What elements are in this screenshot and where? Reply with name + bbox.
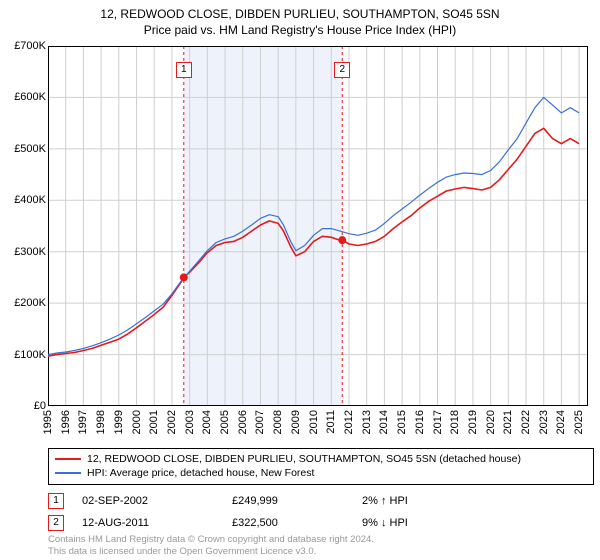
y-tick-label: £600K	[0, 91, 46, 103]
x-tick-label: 2023	[538, 410, 550, 434]
legend-item: 12, REDWOOD CLOSE, DIBDEN PURLIEU, SOUTH…	[55, 452, 587, 466]
x-tick-label: 2004	[201, 410, 213, 434]
x-tick-label: 2010	[308, 410, 320, 434]
sale-date: 02-SEP-2002	[82, 495, 232, 507]
y-tick-label: £400K	[0, 194, 46, 206]
x-tick-label: 2002	[166, 410, 178, 434]
footer: Contains HM Land Registry data © Crown c…	[48, 534, 374, 558]
x-tick-label: 2005	[219, 410, 231, 434]
x-tick-label: 1996	[60, 410, 72, 434]
sale-marker-icon: 1	[48, 493, 64, 509]
sales-table: 1 02-SEP-2002 £249,999 2% ↑ HPI 2 12-AUG…	[48, 490, 588, 534]
x-tick-label: 2006	[237, 410, 249, 434]
x-tick-label: 2020	[485, 410, 497, 434]
sale-price: £249,999	[232, 495, 362, 507]
legend: 12, REDWOOD CLOSE, DIBDEN PURLIEU, SOUTH…	[48, 448, 594, 485]
x-tick-label: 2001	[148, 410, 160, 434]
legend-swatch	[55, 472, 81, 474]
x-tick-label: 2015	[396, 410, 408, 434]
x-tick-label: 2008	[272, 410, 284, 434]
x-tick-label: 2021	[502, 410, 514, 434]
y-tick-label: £200K	[0, 297, 46, 309]
footer-line-2: This data is licensed under the Open Gov…	[48, 546, 374, 558]
x-tick-label: 2013	[361, 410, 373, 434]
x-tick-label: 2022	[520, 410, 532, 434]
x-tick-label: 1999	[113, 410, 125, 434]
x-tick-label: 1997	[77, 410, 89, 434]
plot-area: £0£100K£200K£300K£400K£500K£600K£700K199…	[48, 46, 588, 406]
sale-row: 1 02-SEP-2002 £249,999 2% ↑ HPI	[48, 490, 588, 512]
x-tick-label: 2003	[184, 410, 196, 434]
x-tick-label: 2019	[467, 410, 479, 434]
chart-svg	[48, 46, 588, 406]
x-tick-label: 2000	[131, 410, 143, 434]
x-tick-label: 2025	[573, 410, 585, 434]
x-tick-label: 2024	[555, 410, 567, 434]
sale-marker-icon: 2	[48, 515, 64, 531]
y-tick-label: £100K	[0, 349, 46, 361]
x-tick-label: 2014	[378, 410, 390, 434]
footer-line-1: Contains HM Land Registry data © Crown c…	[48, 534, 374, 546]
y-tick-label: £500K	[0, 143, 46, 155]
legend-label: HPI: Average price, detached house, New …	[87, 466, 314, 480]
plot-marker-icon: 2	[334, 62, 350, 78]
x-tick-label: 1998	[95, 410, 107, 434]
x-tick-label: 2018	[449, 410, 461, 434]
title-line-2: Price paid vs. HM Land Registry's House …	[0, 22, 600, 38]
x-tick-label: 2009	[290, 410, 302, 434]
sale-date: 12-AUG-2011	[82, 517, 232, 529]
sale-row: 2 12-AUG-2011 £322,500 9% ↓ HPI	[48, 512, 588, 534]
sale-delta: 2% ↑ HPI	[362, 495, 588, 507]
legend-swatch	[55, 458, 81, 460]
x-tick-label: 2017	[432, 410, 444, 434]
legend-label: 12, REDWOOD CLOSE, DIBDEN PURLIEU, SOUTH…	[87, 452, 521, 466]
y-tick-label: £700K	[0, 40, 46, 52]
sale-price: £322,500	[232, 517, 362, 529]
x-tick-label: 2011	[325, 410, 337, 434]
chart-titles: 12, REDWOOD CLOSE, DIBDEN PURLIEU, SOUTH…	[0, 0, 600, 38]
legend-item: HPI: Average price, detached house, New …	[55, 466, 587, 480]
sale-delta: 9% ↓ HPI	[362, 517, 588, 529]
x-tick-label: 1995	[42, 410, 54, 434]
x-tick-label: 2012	[343, 410, 355, 434]
x-tick-label: 2007	[254, 410, 266, 434]
plot-marker-icon: 1	[176, 62, 192, 78]
x-tick-label: 2016	[414, 410, 426, 434]
title-line-1: 12, REDWOOD CLOSE, DIBDEN PURLIEU, SOUTH…	[0, 6, 600, 22]
y-tick-label: £0	[0, 400, 46, 412]
y-tick-label: £300K	[0, 246, 46, 258]
